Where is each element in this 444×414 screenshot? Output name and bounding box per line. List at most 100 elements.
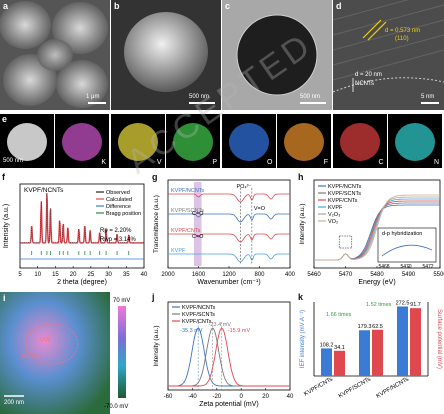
x-tick-label: 800 — [254, 272, 265, 278]
eds-map-k: K — [55, 114, 109, 168]
legend-label: KVPF/CNTs — [328, 198, 358, 204]
x-tick-label: 5470 — [339, 272, 353, 278]
ief-bar — [359, 330, 370, 376]
peak-label: -15.9 mV — [228, 328, 251, 334]
hrtem-image-d — [333, 0, 444, 110]
eds-map-f: F — [277, 114, 331, 168]
category-label: KVPF/SCNTs — [338, 377, 372, 400]
peak-label: -23.4 mV — [209, 322, 232, 328]
eds-element-label: N — [433, 159, 439, 166]
panel-c-tem: c 500 nm — [222, 0, 332, 110]
colorbar — [118, 306, 126, 398]
particle-outline — [25, 323, 79, 365]
inset-tick-label: 5468 — [378, 264, 389, 270]
inset-tick-label: 5472 — [422, 264, 433, 270]
x-tick-label: 10 — [34, 272, 41, 278]
scale-bar — [189, 102, 215, 104]
annotation: C=O — [192, 234, 204, 240]
scale-text: 500 nm — [189, 94, 210, 100]
annotation: PO₄³⁻ — [236, 184, 251, 190]
surface-bar — [410, 308, 421, 376]
eds-element-label: K — [101, 159, 106, 166]
ncnt-annotation: NCNT — [22, 354, 39, 360]
ftir-line — [168, 253, 290, 263]
plane-text: (110) — [395, 36, 409, 42]
y-axis-label: Intensity (a.u.) — [153, 325, 160, 366]
x-axis-label: Zeta potential (mV) — [199, 401, 259, 408]
eds-map-c: C — [332, 114, 387, 168]
eds-element-label: C — [378, 159, 384, 166]
y-axis-label-left: IEF intensity (mV A⁻¹) — [300, 310, 306, 368]
panel-label: g — [152, 172, 158, 182]
panel-g-ftir: g 2000 1600 1200 800 400 Wavenumber (cm⁻¹) Tra… — [150, 172, 296, 288]
ief-bar — [321, 348, 332, 376]
panel-label: a — [3, 1, 9, 11]
peak-label: -35.3 mV — [180, 328, 203, 334]
zeta-line — [168, 327, 290, 387]
ratio-annotation: 1.66 times — [326, 312, 352, 318]
zeta-chart: -60 -40 -20 0 20 40 Zeta potential (mV) Intensi… — [153, 301, 294, 408]
bar-value-label: 34.1 — [334, 345, 345, 351]
bar-value-label: 272.5 — [396, 300, 410, 306]
legend-label: Calculated — [106, 197, 132, 203]
legend-label: Bragg position — [106, 211, 141, 217]
sem-image-b — [111, 0, 221, 110]
panel-e-eds: e 500 nm K V P O F C N — [0, 114, 444, 168]
haadf-image: e 500 nm — [0, 114, 54, 168]
ief-bar-chart: IEF intensity (mV A⁻¹) Surface potential … — [300, 300, 442, 400]
sem-image-a — [0, 0, 110, 110]
annotation: Rp = 2.20% — [100, 228, 132, 234]
x-tick-label: 5500 — [433, 272, 444, 278]
panel-label: i — [3, 293, 6, 303]
category-label: KVPF/CNTs — [303, 377, 334, 398]
x-axis-label: Wavenumber (cm⁻¹) — [197, 279, 260, 286]
ratio-annotation: 1.52 times — [366, 302, 392, 308]
colorbar-min-label: -70.0 mV — [104, 404, 128, 410]
ftir-line — [168, 193, 290, 203]
tem-image-c — [222, 0, 332, 110]
panel-i-kpfm: 70 mV -70.0 mV i 200 nm VPF NCNT — [0, 292, 150, 414]
x-tick-label: 40 — [141, 272, 148, 278]
legend-label: Observed — [106, 190, 130, 196]
x-tick-label: 2000 — [161, 272, 175, 278]
x-tick-label: 400 — [285, 272, 296, 278]
ncnt-text: NCNTs — [355, 81, 374, 87]
x-tick-label: 1200 — [222, 272, 236, 278]
panel-f-xrd: f 5 10 15 20 25 30 35 40 2 theta (degree) Intensi… — [0, 172, 150, 288]
scale-text: 5 nm — [421, 94, 435, 100]
x-tick-label: 5460 — [307, 272, 321, 278]
x-tick-label: 20 — [70, 272, 77, 278]
eds-map-p: P — [166, 114, 220, 168]
eds-element-label: F — [323, 159, 328, 166]
kpfm-map: 70 mV -70.0 mV — [0, 292, 130, 414]
potential-map — [0, 292, 110, 414]
legend-label: KVPF/CNTs — [182, 319, 212, 325]
inset-frame — [377, 227, 437, 263]
vpf-annotation: VPF — [40, 338, 52, 344]
panel-label: k — [298, 292, 304, 302]
panel-label: b — [114, 1, 120, 11]
x-tick-label: 20 — [262, 394, 269, 400]
eds-element-label: O — [267, 159, 273, 166]
x-axis-label: 2 theta (degree) — [57, 279, 107, 286]
series-label: KVPF — [171, 248, 186, 254]
panel-label: e — [2, 114, 8, 124]
panel-h-xanes: h 5460 5470 5480 5490 5500 Energy (eV) Intensi… — [296, 172, 444, 288]
highlight-band — [193, 182, 202, 266]
panel-label: c — [225, 1, 231, 11]
panel-b-sem: b 500 nm — [111, 0, 221, 110]
series-label: KVPF/CNTs — [171, 228, 201, 234]
legend-label: KVPF — [328, 205, 343, 211]
panel-j-zeta: j -60 -40 -20 0 20 40 Zeta potential (mV) Inten… — [150, 292, 296, 414]
plot-frame — [167, 301, 291, 391]
x-tick-label: 5480 — [370, 272, 384, 278]
legend-label: KVPF/SCNTs — [182, 312, 215, 318]
annotation: V=O — [254, 206, 266, 212]
category-label: KVPF/NCNTs — [376, 377, 410, 400]
surface-bar — [372, 329, 383, 376]
legend-label: KVPF/NCNTs — [182, 305, 216, 311]
y-axis-label: Intensity (a.u.) — [3, 204, 10, 248]
eds-map-v: V — [110, 114, 165, 168]
x-tick-label: 25 — [88, 272, 95, 278]
bar-value-label: 91.7 — [410, 302, 421, 308]
